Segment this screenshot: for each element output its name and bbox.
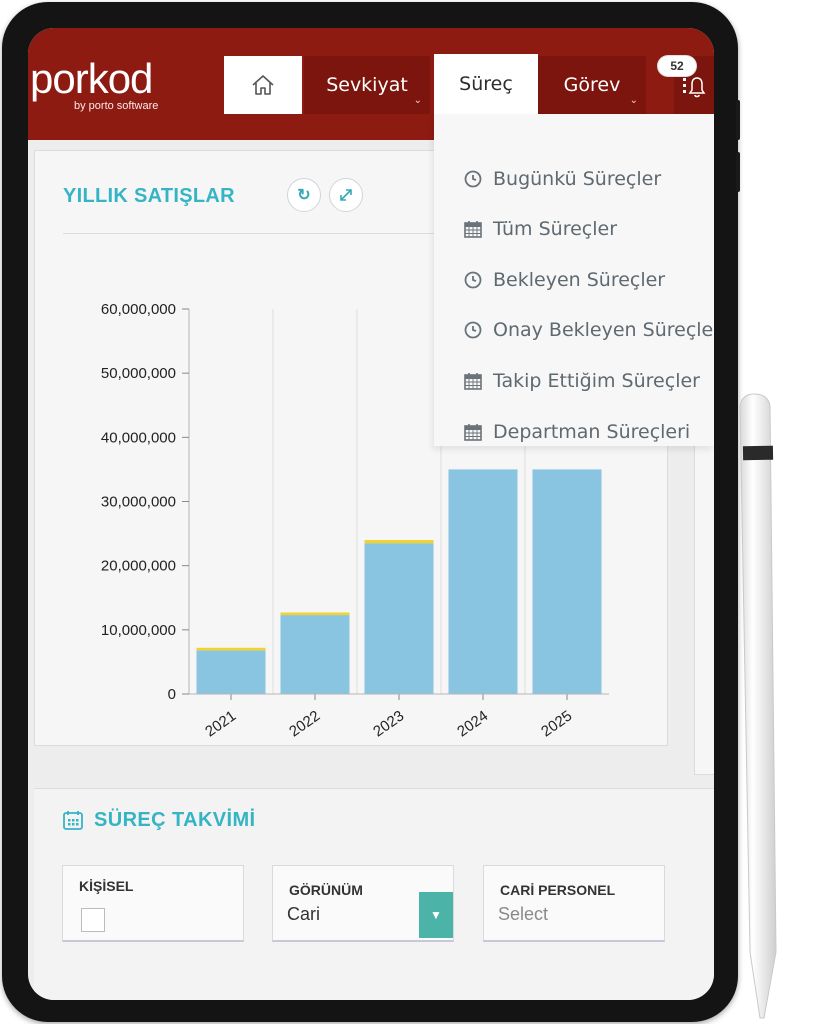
chevron-down-icon: ⌄: [629, 95, 638, 106]
clock-icon: [462, 168, 484, 190]
y-tick-label: 10,000,000: [101, 622, 176, 639]
bell-icon: [683, 77, 706, 98]
x-tick-label: 2024: [454, 707, 491, 740]
bar-sales: [280, 615, 350, 694]
tablet-side-button: [736, 152, 740, 192]
menu-item-label: Bugünkü Süreçler: [493, 168, 662, 190]
x-tick-label: 2025: [538, 707, 575, 740]
menu-item-label: Departman Süreçleri: [493, 421, 691, 443]
menu-item-followed-processes[interactable]: Takip Ettiğim Süreçler: [462, 366, 700, 396]
chevron-down-icon: ⌄: [413, 95, 422, 106]
nav-gorev-label: Görev: [563, 74, 621, 96]
home-icon: [252, 75, 274, 95]
x-tick-label: 2021: [202, 707, 239, 740]
menu-item-department-processes[interactable]: Departman Süreçleri: [462, 417, 690, 447]
brand-logo[interactable]: porkod by porto software: [30, 55, 158, 113]
yearly-sales-title: YILLIK SATIŞLAR: [63, 185, 235, 207]
clock-icon: [462, 319, 484, 341]
calendar-icon: [63, 811, 83, 830]
menu-item-pending-processes[interactable]: Bekleyen Süreçler: [462, 265, 665, 295]
process-calendar-title: SÜREÇ TAKVİMİ: [94, 809, 256, 831]
bar-sales: [448, 469, 518, 694]
tablet-frame: porkod by porto software Sevkiyat ⌄ Süre…: [2, 2, 740, 1022]
expand-icon: [340, 189, 352, 201]
y-tick-label: 60,000,000: [101, 301, 176, 318]
bar-secondary: [364, 540, 434, 544]
x-tick-label: 2022: [286, 707, 323, 740]
yearly-sales-chart: 60,000,000 50,000,000 40,000,000 30,000,000…: [101, 301, 609, 740]
calendar-icon: [462, 421, 484, 443]
y-tick-label: 30,000,000: [101, 494, 176, 511]
menu-item-label: Bekleyen Süreçler: [493, 269, 666, 291]
nav-surec-label: Süreç: [459, 73, 513, 95]
menu-item-label: Tüm Süreçler: [493, 218, 618, 240]
menu-item-label: Takip Ettiğim Süreçler: [493, 370, 700, 392]
logo-text: porkod: [30, 55, 153, 102]
bar-secondary: [196, 647, 266, 651]
staff-select-placeholder[interactable]: Select: [498, 904, 549, 924]
personal-checkbox[interactable]: [81, 908, 105, 932]
nav-sevkiyat[interactable]: Sevkiyat ⌄: [304, 56, 430, 114]
refresh-icon: ↻: [297, 187, 311, 204]
bar-sales: [532, 469, 602, 694]
notification-count-badge: 52: [658, 56, 696, 76]
stylus-pencil: [739, 393, 777, 1019]
staff-field: CARİ PERSONEL Select: [483, 865, 665, 942]
bar-secondary: [280, 612, 350, 616]
process-calendar-section: SÜREÇ TAKVİMİ KİŞİSEL GÖRÜNÜM Cari ▼ CAR…: [34, 788, 714, 1000]
y-tick-label: 0: [168, 686, 176, 703]
view-field: GÖRÜNÜM Cari ▼: [272, 865, 454, 942]
nav-gorev[interactable]: Görev ⌄: [538, 56, 646, 114]
y-tick-label: 50,000,000: [101, 365, 176, 382]
staff-label: CARİ PERSONEL: [500, 882, 616, 898]
nav-surec[interactable]: Süreç: [434, 54, 538, 114]
surec-dropdown-menu: Bugünkü Süreçler Tüm Süreçler Bekleyen S…: [434, 114, 714, 446]
app-screen: porkod by porto software Sevkiyat ⌄ Süre…: [28, 28, 714, 1000]
menu-item-label: Onay Bekleyen Süreçler: [493, 319, 714, 341]
home-button[interactable]: [224, 56, 302, 114]
top-navbar: porkod by porto software Sevkiyat ⌄ Süre…: [28, 28, 714, 140]
menu-item-awaiting-approval[interactable]: Onay Bekleyen Süreçler: [462, 315, 714, 345]
clock-icon: [462, 269, 484, 291]
logo-tagline: by porto software: [74, 100, 159, 112]
bar-sales: [196, 650, 266, 694]
x-tick-label: 2023: [370, 707, 407, 740]
view-label: GÖRÜNÜM: [289, 882, 363, 898]
view-select-value[interactable]: Cari: [287, 904, 321, 924]
expand-button[interactable]: [329, 178, 363, 212]
bar-sales: [364, 543, 434, 694]
y-tick-label: 40,000,000: [101, 429, 176, 446]
nav-sevkiyat-label: Sevkiyat: [326, 74, 408, 96]
tablet-side-button: [736, 100, 740, 140]
menu-item-todays-processes[interactable]: Bugünkü Süreçler: [462, 164, 661, 194]
caret-down-icon: ▼: [430, 908, 442, 922]
refresh-button[interactable]: ↻: [287, 178, 321, 212]
card-divider: [63, 233, 643, 234]
personal-label: KİŞİSEL: [79, 878, 134, 894]
calendar-icon: [462, 370, 484, 392]
view-select-toggle[interactable]: ▼: [419, 892, 453, 938]
personal-field: KİŞİSEL: [62, 865, 244, 942]
menu-item-all-processes[interactable]: Tüm Süreçler: [462, 214, 617, 244]
calendar-icon: [462, 218, 484, 240]
y-tick-label: 20,000,000: [101, 558, 176, 575]
